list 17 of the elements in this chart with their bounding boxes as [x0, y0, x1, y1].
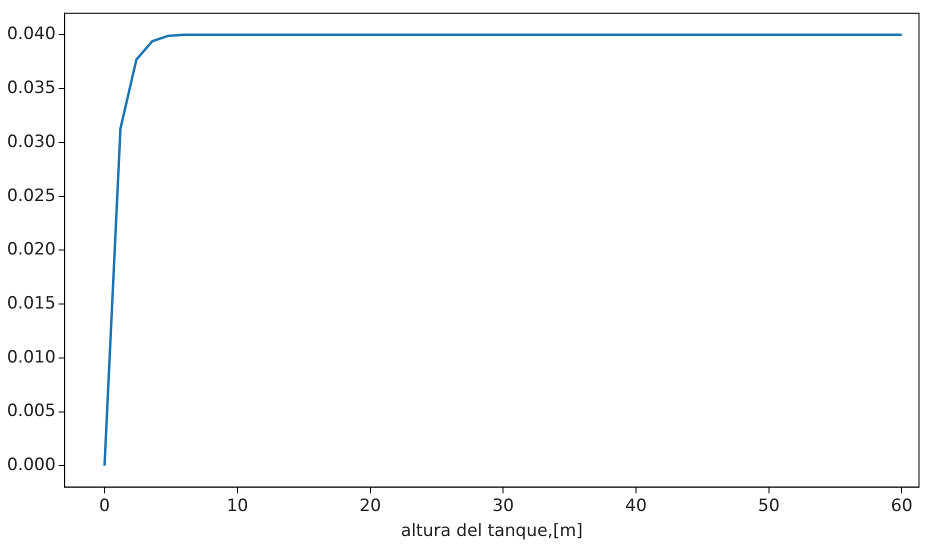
y-tick-label: 0.035: [6, 78, 56, 98]
y-tick-label: 0.030: [6, 132, 56, 152]
x-axis-title: altura del tanque,[m]: [400, 521, 583, 542]
x-tick-label: 40: [625, 496, 647, 516]
y-tick-label: 0.040: [6, 24, 56, 44]
y-tick-label: 0.005: [6, 401, 56, 422]
y-tick-label: 0.020: [6, 240, 56, 260]
x-tick-label: 30: [492, 496, 514, 516]
y-tick-label: 0.000: [6, 455, 56, 476]
y-tick-label: 0.015: [6, 293, 56, 314]
x-tick-label: 0: [99, 496, 110, 516]
x-tick-label: 10: [226, 496, 248, 516]
y-tick-label: 0.010: [6, 347, 56, 368]
y-tick-label: 0.025: [6, 186, 56, 206]
x-tick-label: 60: [890, 496, 913, 516]
x-tick-label: 20: [359, 496, 382, 516]
x-tick-label: 50: [758, 496, 780, 516]
